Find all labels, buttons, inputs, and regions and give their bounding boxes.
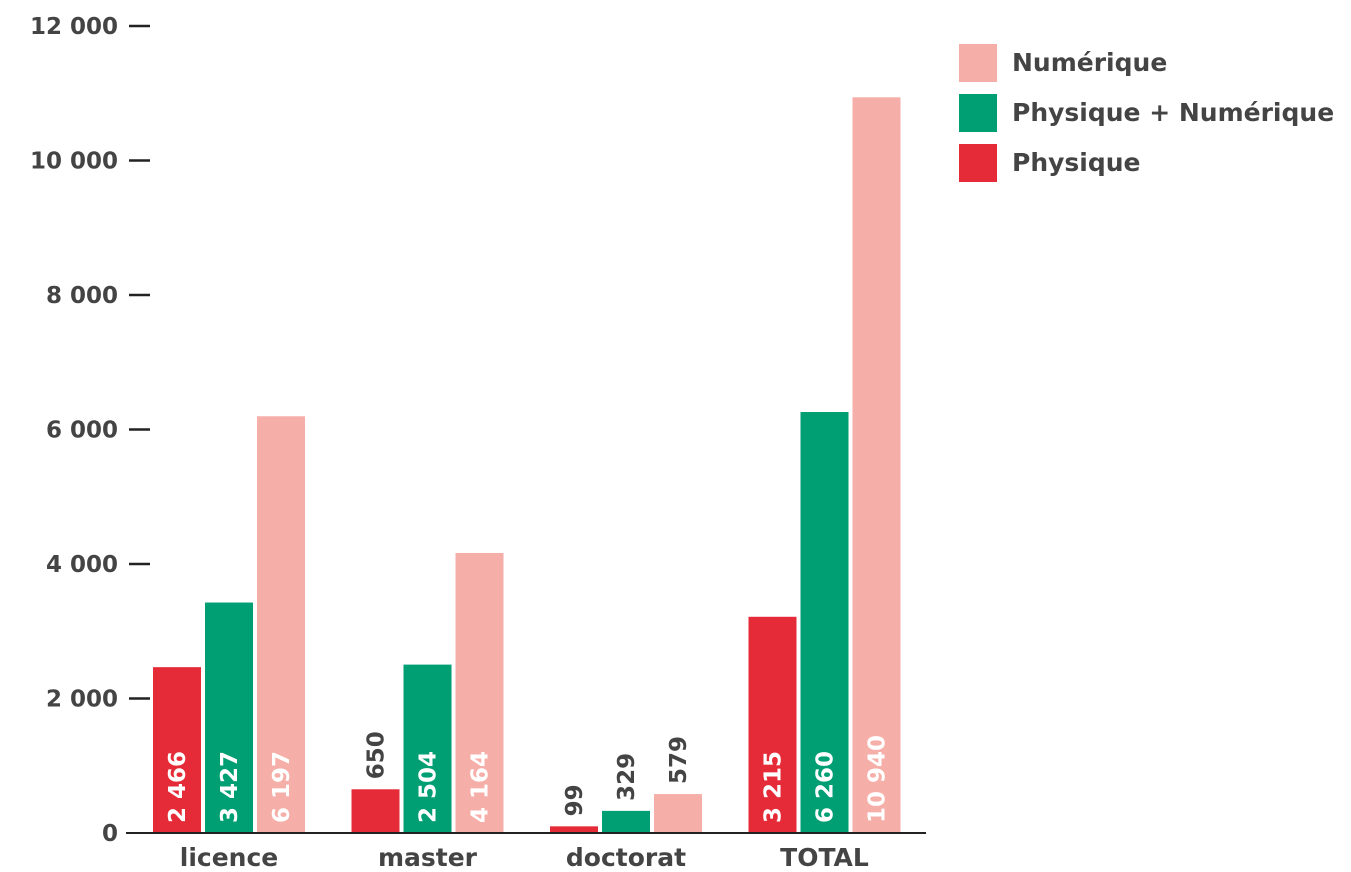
x-category-label: TOTAL [780,843,869,872]
x-axis-labels: licence master doctorat TOTAL [180,843,869,872]
bar-value-label: 6 260 [813,751,839,823]
bar [852,97,901,833]
bars: 2 466 3 427 6 197 650 2 504 4 164 99 329 579 3 21… [153,97,901,833]
bar [455,552,504,833]
x-category-label: licence [180,843,279,872]
bar-value-label: 6 197 [269,751,295,823]
bar-value-label: 10 940 [865,735,891,823]
bar [602,810,650,833]
legend-label: Numérique [1012,48,1167,77]
y-axis: 0 2 000 4 000 6 000 8 000 10 000 12 000 [30,14,150,847]
bar [403,664,452,833]
y-tick-label: 12 000 [30,14,118,40]
legend-swatch [959,144,997,182]
bar-value-label: 329 [614,753,640,801]
y-tick-label: 8 000 [46,283,118,309]
y-tick-label: 6 000 [46,418,118,444]
legend: Numérique Physique + Numérique Physique [959,44,1334,182]
bar-value-label: 99 [562,784,588,816]
bar [550,826,598,833]
bar-value-label: 4 164 [468,751,494,823]
bar [257,416,305,833]
bar [800,412,849,833]
bar-value-label: 3 427 [217,751,243,823]
bar [153,667,201,833]
legend-swatch [959,94,997,132]
bar-value-label: 2 466 [165,751,191,823]
bar-value-label: 2 504 [416,751,442,823]
bar [351,789,400,833]
y-tick-label: 2 000 [46,687,118,713]
bar [748,616,797,833]
bar [654,794,702,833]
x-category-label: master [378,843,478,872]
bar-value-label: 650 [364,731,390,779]
y-tick-label: 10 000 [30,149,118,175]
x-category-label: doctorat [566,843,686,872]
bar [205,602,253,833]
legend-label: Physique [1012,148,1141,177]
bar-value-label: 3 215 [761,751,787,823]
y-tick-label: 4 000 [46,552,118,578]
legend-label: Physique + Numérique [1012,98,1334,127]
bar-value-label: 579 [666,736,692,784]
legend-swatch [959,44,997,82]
y-tick-label: 0 [102,821,118,847]
